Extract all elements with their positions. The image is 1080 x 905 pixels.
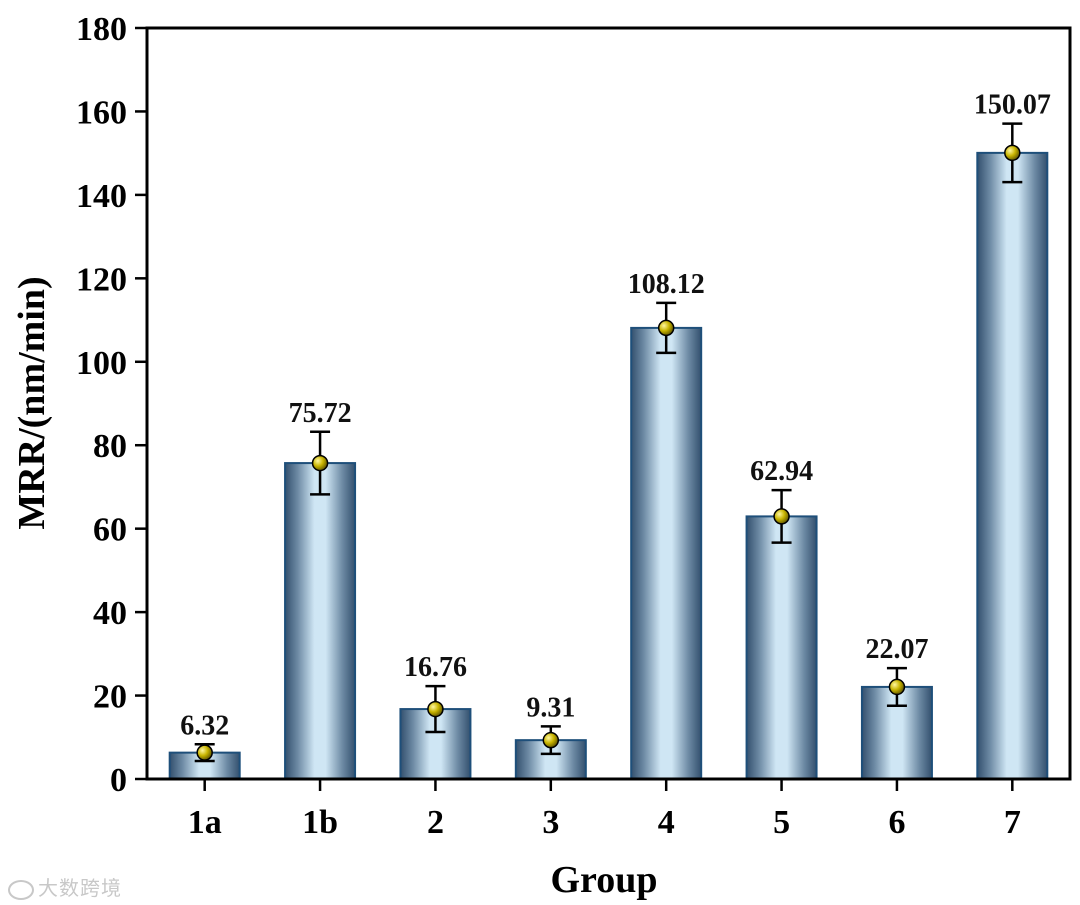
y-tick-label-180: 180 [76,11,127,48]
y-axis-title: MRR/(nm/min) [11,276,53,529]
bar-1b [284,462,357,780]
marker-6 [888,678,906,696]
x-tick-label-2: 2 [427,804,444,841]
data-label-1a: 6.32 [180,710,229,741]
bar-4 [630,326,703,780]
marker-2 [427,700,444,718]
data-label-5: 62.94 [750,456,813,487]
y-tick-label-140: 140 [76,178,127,215]
y-tick-label-60: 60 [93,512,127,549]
plot-frame [145,26,1072,781]
marker-3 [542,731,560,749]
x-axis-title: Group [550,859,657,901]
x-tick-label-1b: 1b [302,804,338,841]
y-tick-label-80: 80 [93,428,127,465]
x-tick-label-4: 4 [658,804,675,841]
data-label-2: 16.76 [404,652,467,683]
marker-5 [773,508,790,525]
bar-5 [745,515,818,780]
y-tick-label-40: 40 [93,595,127,632]
x-tick-label-3: 3 [542,804,559,841]
x-tick-label-6: 6 [888,804,905,841]
x-tick-label-7: 7 [1004,804,1021,841]
bar-7 [976,151,1049,780]
y-tick-label-0: 0 [110,762,127,799]
y-tick-label-160: 160 [76,94,127,131]
watermark-text: 大数跨境 [38,876,122,900]
data-label-3: 9.31 [526,692,575,723]
data-label-7: 150.07 [974,90,1051,121]
y-tick-label-120: 120 [76,261,127,298]
data-label-4: 108.12 [628,269,705,300]
x-tick-label-1a: 1a [188,804,222,841]
marker-1b [311,454,329,472]
marker-7 [1004,144,1021,162]
marker-1a [196,744,213,761]
x-tick-label-5: 5 [773,804,790,841]
marker-4 [657,319,675,337]
watermark: 大数跨境 [8,872,122,901]
data-label-1b: 75.72 [289,398,352,429]
data-label-6: 22.07 [865,634,928,665]
y-tick-label-100: 100 [76,345,127,382]
watermark-logo-icon [8,879,34,900]
y-tick-label-20: 20 [93,679,127,716]
